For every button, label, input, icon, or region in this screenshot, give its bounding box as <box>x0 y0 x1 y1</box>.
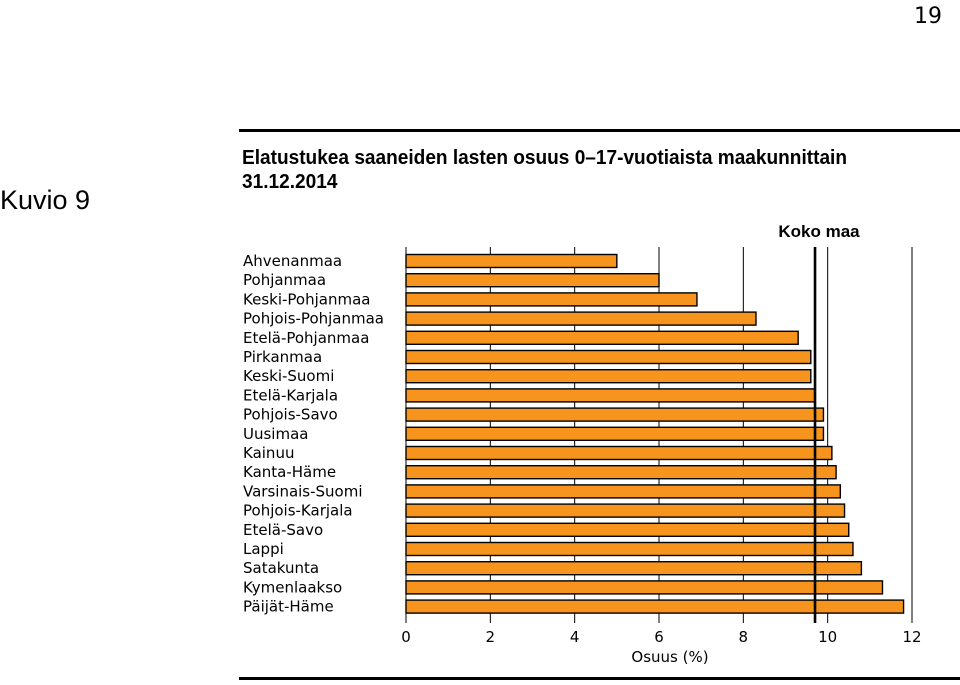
category-label: Ahvenanmaa <box>243 252 342 270</box>
category-label: Pohjois-Karjala <box>243 502 353 520</box>
category-label: Lappi <box>243 540 284 558</box>
category-label: Kymenlaakso <box>243 578 342 596</box>
category-label: Kanta-Häme <box>243 463 336 481</box>
category-label: Kainuu <box>243 444 294 462</box>
bar <box>405 522 850 537</box>
bars <box>405 253 905 614</box>
x-tick-label: 4 <box>570 628 580 646</box>
reference-line-group: Koko maa <box>778 222 860 623</box>
bar <box>405 388 816 403</box>
top-rule <box>239 129 960 132</box>
x-tick-label: 12 <box>902 628 921 646</box>
x-tick-label: 8 <box>739 628 749 646</box>
category-label: Uusimaa <box>243 425 308 443</box>
bar <box>405 407 825 422</box>
x-tick-label: 2 <box>486 628 496 646</box>
bar <box>405 541 854 557</box>
category-label: Keski-Suomi <box>243 367 334 385</box>
category-label: Varsinais-Suomi <box>243 482 363 500</box>
bar <box>405 369 812 384</box>
chart-title: Elatustukea saaneiden lasten osuus 0–17-… <box>242 146 847 193</box>
page-number: 19 <box>914 4 942 29</box>
category-label: Pirkanmaa <box>243 348 322 366</box>
x-tick-label: 10 <box>818 628 837 646</box>
reference-line-label: Koko maa <box>778 222 860 241</box>
category-label: Pohjois-Savo <box>243 406 338 424</box>
x-tick-label: 0 <box>401 628 411 646</box>
category-label: Satakunta <box>243 559 319 577</box>
bar <box>405 445 833 461</box>
x-tick-label: 6 <box>654 628 664 646</box>
bar <box>405 292 698 307</box>
category-label: Etelä-Karjala <box>243 386 338 404</box>
bar <box>405 484 842 499</box>
bar <box>405 330 799 345</box>
x-axis-label: Osuus (%) <box>631 648 708 666</box>
category-label: Pohjois-Pohjanmaa <box>243 310 384 328</box>
bar <box>405 599 905 614</box>
category-label: Etelä-Savo <box>243 521 323 539</box>
category-label: Pohjanmaa <box>243 271 326 289</box>
x-axis: Osuus (%) 0 2 4 6 8 10 12 <box>401 628 921 666</box>
bottom-rule <box>239 677 960 680</box>
category-label: Etelä-Pohjanmaa <box>243 329 369 347</box>
bar <box>405 465 837 480</box>
bar <box>405 503 846 518</box>
category-label: Keski-Pohjanmaa <box>243 290 370 308</box>
category-label: Päijät-Häme <box>243 598 334 616</box>
bar <box>405 349 812 365</box>
bar <box>405 253 618 269</box>
bar <box>405 561 863 576</box>
figure-label: Kuvio 9 <box>0 185 91 215</box>
bar <box>405 426 825 441</box>
bar <box>405 580 884 595</box>
bar <box>405 311 757 326</box>
bar <box>405 273 660 288</box>
